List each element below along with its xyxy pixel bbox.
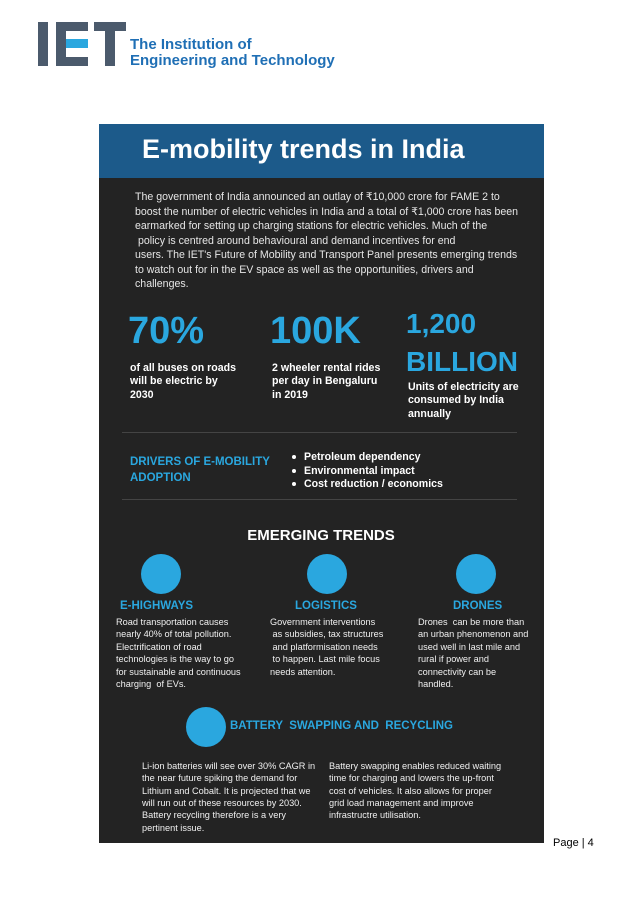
stat-caption: will be electric by <box>130 375 218 388</box>
stat-caption: per day in Bengaluru <box>272 375 378 388</box>
page-number: Page | 4 <box>553 837 594 849</box>
drone-icon <box>456 554 496 594</box>
battery-icon <box>186 707 226 747</box>
trend-text: used well in last mile and <box>418 641 521 652</box>
separator <box>122 499 517 500</box>
driver-item: Petroleum dependency <box>292 451 421 463</box>
separator <box>122 432 517 433</box>
stat-caption: annually <box>408 407 451 420</box>
trend-text: needs attention. <box>270 666 336 677</box>
stat-figure: 70% <box>128 310 205 352</box>
trend-name: E-HIGHWAYS <box>120 600 194 612</box>
trend-text: an urban phenomenon and <box>418 629 529 640</box>
logo-mark <box>38 22 126 66</box>
trend-name: LOGISTICS <box>295 600 357 612</box>
trend-text: Road transportation causes <box>116 617 229 627</box>
stat-caption: of all buses on roads <box>130 362 236 374</box>
intro-line: boost the number of electric vehicles in… <box>135 205 519 218</box>
infographic-panel <box>99 124 544 843</box>
battery-text: Battery recycling therefore is a very <box>142 810 286 821</box>
intro-line: The government of India announced an out… <box>135 191 500 203</box>
truck-icon <box>307 554 347 594</box>
battery-text: infrastructre utilisation. <box>329 810 421 821</box>
stat-caption: in 2019 <box>272 388 308 401</box>
trend-text: to happen. Last mile focus <box>270 654 380 665</box>
intro-line: to watch out for in the EV space as well… <box>135 263 474 276</box>
trend-text: as subsidies, tax structures <box>270 629 384 640</box>
battery-text: the near future spiking the demand for <box>142 773 298 784</box>
stat-caption: 2030 <box>130 388 154 401</box>
trend-text: charging of EVs. <box>116 679 186 689</box>
section-title: EMERGING TRENDS <box>247 527 395 544</box>
driver-item: Environmental impact <box>292 464 415 477</box>
intro-line: challenges. <box>135 278 189 290</box>
title: E-mobility trends in India <box>142 134 465 164</box>
trend-text: and platformisation needs <box>270 641 378 652</box>
drivers-heading: ADOPTION <box>130 471 191 484</box>
battery-text: time for charging and lowers the up-fron… <box>329 773 494 784</box>
battery-text: pertinent issue. <box>142 822 205 833</box>
trend-text: Drones can be more than <box>418 617 525 627</box>
intro-line: users. The IET's Future of Mobility and … <box>135 249 518 261</box>
trend-text: nearly 40% of total pollution. <box>116 629 232 640</box>
trend-text: Government interventions <box>270 617 376 627</box>
trend-text: for sustainable and continuous <box>116 666 241 677</box>
trend-text: rural if power and <box>418 654 489 665</box>
battery-text: Li-ion batteries will see over 30% CAGR … <box>142 761 316 771</box>
stat-caption: consumed by India <box>408 394 504 407</box>
logo-text: The Institution of <box>130 36 252 53</box>
battery-title: BATTERY SWAPPING AND RECYCLING <box>230 720 453 732</box>
stat-figure: 1,200 <box>406 308 477 339</box>
stat-caption: 2 wheeler rental rides <box>272 362 381 374</box>
driver-item: Cost reduction / economics <box>292 478 443 490</box>
battery-text: grid load management and improve <box>329 797 474 808</box>
intro-line: policy is centred around behavioural and… <box>135 234 456 247</box>
intro-line: earmarked for setting up charging statio… <box>135 220 488 232</box>
trend-text: Electrification of road <box>116 641 202 652</box>
stat-caption: Units of electricity are <box>408 381 519 393</box>
title-band <box>99 124 544 178</box>
battery-text: Lithium and Cobalt. It is projected that… <box>142 785 311 796</box>
stat-figure: 100K <box>270 310 361 352</box>
highway-icon <box>141 554 181 594</box>
trend-text: connectivity can be <box>418 666 497 677</box>
trend-text: technologies is the way to go <box>116 654 234 665</box>
battery-text: Battery swapping enables reduced waiting <box>329 761 502 771</box>
stat-figure: BILLION <box>406 346 518 377</box>
drivers-heading: DRIVERS OF E-MOBILITY <box>130 456 270 468</box>
battery-text: cost of vehicles. It also allows for pro… <box>329 785 492 796</box>
trend-text: handled. <box>418 679 454 689</box>
battery-text: will run out of these resources by 2030. <box>142 797 302 808</box>
logo-text: Engineering and Technology <box>130 52 335 69</box>
trend-name: DRONES <box>453 600 503 612</box>
